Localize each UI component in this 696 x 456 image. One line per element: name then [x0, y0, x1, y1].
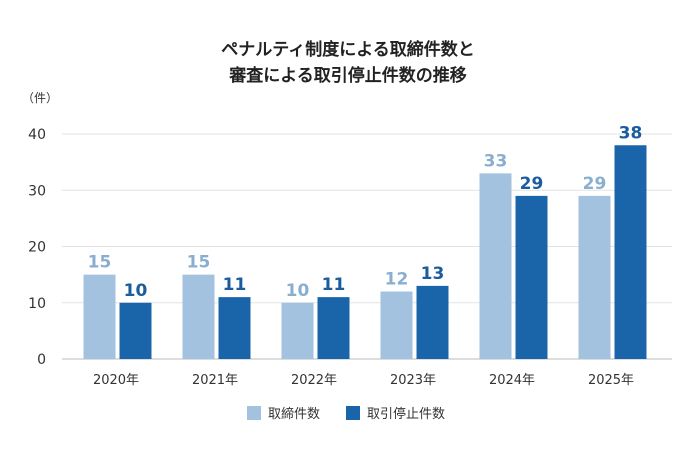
data-label: 29: [520, 174, 544, 194]
bar-enforcement: [182, 274, 215, 359]
bar-suspension: [119, 302, 152, 359]
y-axis-unit-label: （件）: [22, 91, 58, 105]
data-label: 10: [124, 281, 148, 301]
x-tick-label: 2023年: [390, 373, 436, 388]
data-label: 10: [286, 281, 310, 301]
y-tick-label: 20: [28, 240, 46, 256]
data-label: 29: [583, 174, 607, 194]
data-label: 15: [187, 253, 211, 273]
bar-suspension: [218, 297, 251, 359]
bar-suspension: [416, 285, 449, 359]
bar-suspension: [515, 195, 548, 359]
y-tick-label: 10: [28, 296, 46, 312]
y-tick-label: 30: [28, 183, 46, 199]
x-tick-label: 2020年: [93, 373, 139, 388]
legend-swatch: [247, 406, 261, 420]
bar-enforcement: [479, 173, 512, 359]
bar-enforcement: [578, 195, 611, 359]
bar-suspension: [614, 145, 647, 359]
data-label: 12: [385, 270, 409, 290]
data-label: 13: [421, 264, 445, 284]
x-tick-label: 2022年: [291, 373, 337, 388]
data-label: 33: [484, 151, 508, 171]
x-tick-label: 2021年: [192, 373, 238, 388]
data-label: 38: [619, 123, 643, 143]
legend-label: 取引停止件数: [367, 406, 445, 422]
chart-title-line-2: 審査による取引停止件数の推移: [228, 65, 467, 86]
bar-suspension: [317, 297, 350, 359]
data-label: 11: [223, 275, 247, 295]
data-label: 15: [88, 253, 112, 273]
bar-enforcement: [83, 274, 116, 359]
x-tick-label: 2025年: [588, 373, 634, 388]
legend-label: 取締件数: [268, 406, 320, 422]
chart-title-line-1: ペナルティ制度による取締件数と: [221, 39, 474, 60]
bar-enforcement: [380, 291, 413, 359]
data-label: 11: [322, 275, 346, 295]
y-tick-label: 0: [37, 352, 46, 368]
x-tick-label: 2024年: [489, 373, 535, 388]
y-tick-label: 40: [28, 127, 46, 143]
legend-swatch: [346, 406, 360, 420]
bar-enforcement: [281, 302, 314, 359]
